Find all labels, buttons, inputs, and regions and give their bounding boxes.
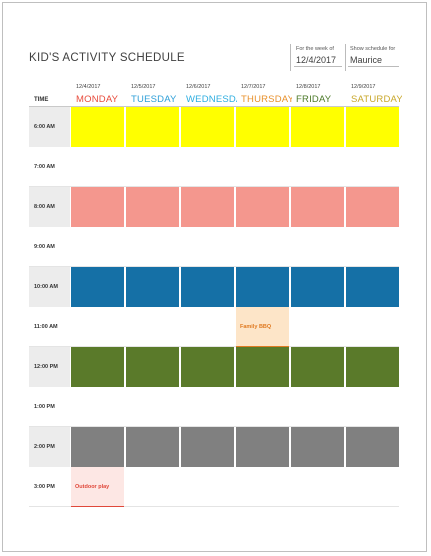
schedule-cell[interactable]	[346, 347, 399, 387]
schedule-cell[interactable]	[346, 187, 399, 227]
schedule-cell[interactable]	[236, 467, 289, 507]
header-rule	[29, 106, 399, 107]
divider	[345, 44, 346, 71]
schedule-event[interactable]: Outdoor play	[71, 467, 124, 507]
day-name: FRIDAY	[296, 94, 332, 105]
time-slot-label: 2:00 PM	[29, 427, 70, 467]
schedule-for-underline	[348, 66, 399, 67]
schedule-cell[interactable]	[236, 227, 289, 267]
row-separator	[29, 426, 399, 427]
day-name: WEDNESDAY	[186, 94, 237, 105]
schedule-cell[interactable]	[126, 227, 179, 267]
day-name: MONDAY	[76, 94, 119, 105]
schedule-cell[interactable]	[236, 187, 289, 227]
day-date: 12/5/2017	[131, 84, 156, 90]
schedule-cell[interactable]	[236, 347, 289, 387]
time-slot-label: 9:00 AM	[34, 244, 55, 250]
schedule-cell[interactable]	[346, 467, 399, 507]
divider	[290, 44, 291, 71]
schedule-cell[interactable]	[126, 307, 179, 347]
schedule-for-label: Show schedule for	[350, 46, 396, 52]
schedule-cell[interactable]	[181, 347, 234, 387]
time-slot-label: 7:00 AM	[34, 164, 55, 170]
row-separator	[29, 346, 399, 347]
schedule-cell[interactable]	[126, 387, 179, 427]
schedule-cell[interactable]	[181, 227, 234, 267]
page-frame	[2, 2, 427, 552]
schedule-cell[interactable]	[346, 227, 399, 267]
time-column-header: TIME	[34, 97, 49, 103]
schedule-cell[interactable]	[126, 347, 179, 387]
schedule-cell[interactable]	[291, 347, 344, 387]
schedule-cell[interactable]	[291, 187, 344, 227]
day-name: SATURDAY	[351, 94, 402, 105]
schedule-cell[interactable]	[126, 107, 179, 147]
schedule-cell[interactable]	[346, 307, 399, 347]
schedule-event[interactable]: Family BBQ	[236, 307, 289, 347]
schedule-cell[interactable]	[126, 267, 179, 307]
schedule-cell[interactable]	[291, 427, 344, 467]
schedule-cell[interactable]	[181, 387, 234, 427]
schedule-cell[interactable]	[71, 427, 124, 467]
schedule-cell[interactable]	[126, 187, 179, 227]
day-name: THURSDAY	[241, 94, 292, 105]
schedule-cell[interactable]	[291, 267, 344, 307]
schedule-cell[interactable]	[236, 267, 289, 307]
schedule-cell[interactable]	[236, 147, 289, 187]
schedule-cell[interactable]	[126, 427, 179, 467]
schedule-cell[interactable]	[236, 427, 289, 467]
schedule-cell[interactable]	[71, 347, 124, 387]
schedule-cell[interactable]	[236, 107, 289, 147]
day-date: 12/9/2017	[351, 84, 376, 90]
schedule-cell[interactable]	[71, 387, 124, 427]
row-separator	[29, 506, 399, 507]
week-value[interactable]: 12/4/2017	[296, 55, 337, 65]
schedule-cell[interactable]	[181, 107, 234, 147]
schedule-cell[interactable]	[126, 467, 179, 507]
schedule-cell[interactable]	[346, 267, 399, 307]
schedule-cell[interactable]	[71, 187, 124, 227]
time-slot-label: 12:00 PM	[29, 347, 70, 387]
schedule-cell[interactable]	[181, 427, 234, 467]
schedule-cell[interactable]	[346, 107, 399, 147]
schedule-for-value[interactable]: Maurice	[350, 55, 383, 65]
row-separator	[29, 266, 399, 267]
schedule-cell[interactable]	[291, 467, 344, 507]
schedule-cell[interactable]	[291, 227, 344, 267]
schedule-cell[interactable]	[181, 467, 234, 507]
schedule-cell[interactable]	[181, 147, 234, 187]
time-slot-label: 11:00 AM	[34, 324, 58, 330]
time-slot-label: 1:00 PM	[34, 404, 55, 410]
schedule-cell[interactable]	[71, 107, 124, 147]
schedule-cell[interactable]	[291, 307, 344, 347]
schedule-cell[interactable]	[236, 387, 289, 427]
day-date: 12/8/2017	[296, 84, 321, 90]
schedule-cell[interactable]	[291, 107, 344, 147]
page-title: KID'S ACTIVITY SCHEDULE	[29, 52, 185, 64]
day-date: 12/6/2017	[186, 84, 211, 90]
time-slot-label: 3:00 PM	[34, 484, 55, 490]
schedule-cell[interactable]	[71, 227, 124, 267]
time-slot-label: 10:00 AM	[29, 267, 70, 307]
day-date: 12/4/2017	[76, 84, 101, 90]
day-name: TUESDAY	[131, 94, 177, 105]
row-separator	[29, 186, 399, 187]
schedule-cell[interactable]	[181, 187, 234, 227]
time-slot-label: 8:00 AM	[29, 187, 70, 227]
schedule-cell[interactable]	[71, 307, 124, 347]
schedule-cell[interactable]	[291, 387, 344, 427]
schedule-cell[interactable]	[346, 387, 399, 427]
schedule-cell[interactable]	[181, 307, 234, 347]
schedule-cell[interactable]	[291, 147, 344, 187]
schedule-cell[interactable]	[126, 147, 179, 187]
schedule-cell[interactable]	[71, 267, 124, 307]
day-date: 12/7/2017	[241, 84, 266, 90]
schedule-cell[interactable]	[346, 427, 399, 467]
schedule-cell[interactable]	[346, 147, 399, 187]
schedule-cell[interactable]	[181, 267, 234, 307]
week-label: For the week of	[296, 46, 334, 52]
week-underline	[294, 66, 342, 67]
schedule-cell[interactable]	[71, 147, 124, 187]
time-slot-label: 6:00 AM	[29, 107, 70, 147]
